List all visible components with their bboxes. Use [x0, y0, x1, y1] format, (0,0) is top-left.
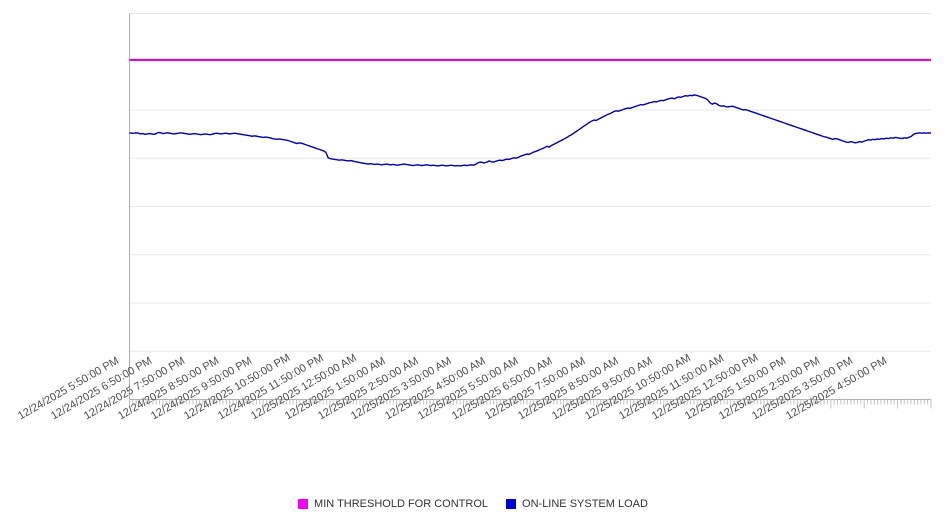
legend-label-online-system-load: ON-LINE SYSTEM LOAD: [522, 498, 648, 510]
legend-entry-min-threshold[interactable]: MIN THRESHOLD FOR CONTROL: [298, 498, 488, 510]
x-axis-ticks: [129, 399, 932, 409]
online-system-load-line: [129, 94, 932, 167]
legend-label-min-threshold: MIN THRESHOLD FOR CONTROL: [314, 498, 489, 510]
legend-entry-online-system-load[interactable]: ON-LINE SYSTEM LOAD: [506, 498, 648, 510]
chart-legend: MIN THRESHOLD FOR CONTROL ON-LINE SYSTEM…: [0, 498, 946, 510]
legend-swatch-online-system-load: [506, 499, 517, 509]
gridlines: [129, 13, 931, 400]
legend-swatch-min-threshold: [298, 499, 309, 509]
